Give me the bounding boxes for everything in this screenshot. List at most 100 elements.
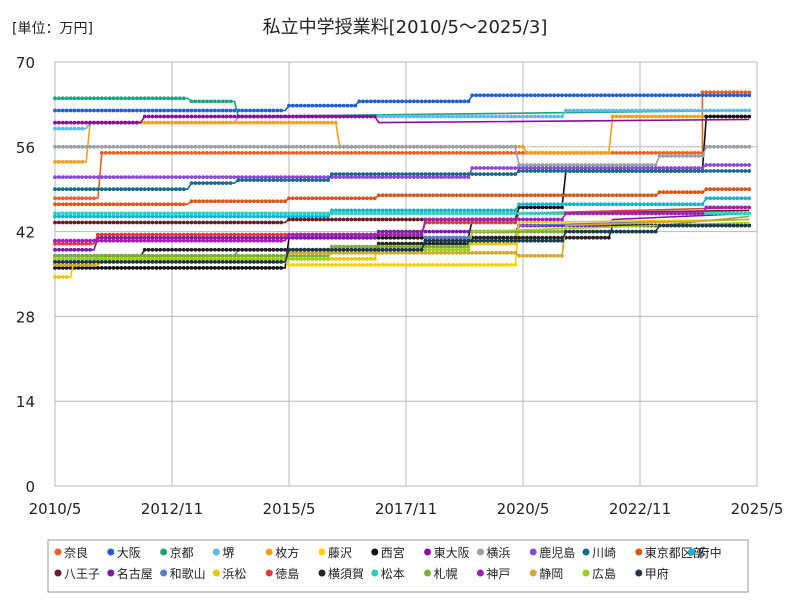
data-point xyxy=(372,211,377,216)
data-point xyxy=(408,250,412,255)
data-point xyxy=(564,151,568,155)
data-point xyxy=(548,229,553,234)
data-point xyxy=(392,263,397,267)
data-point xyxy=(123,120,128,125)
data-point xyxy=(267,114,272,119)
data-point xyxy=(259,108,264,113)
data-point xyxy=(68,160,73,164)
data-point xyxy=(396,193,401,198)
data-point xyxy=(419,99,424,104)
data-point xyxy=(372,232,377,237)
data-point xyxy=(747,211,752,216)
data-point xyxy=(177,253,182,258)
data-point xyxy=(107,220,112,225)
data-point xyxy=(96,238,100,243)
data-point xyxy=(88,175,92,180)
data-point xyxy=(99,235,104,240)
data-point xyxy=(743,90,748,95)
data-point xyxy=(521,193,525,198)
data-point xyxy=(205,181,210,186)
data-point xyxy=(115,260,120,264)
data-point xyxy=(376,244,381,249)
data-point xyxy=(341,211,346,216)
data-point xyxy=(349,244,354,249)
data-point xyxy=(439,172,443,177)
data-point xyxy=(369,235,373,240)
data-point xyxy=(462,175,467,180)
data-point xyxy=(216,144,221,149)
data-point xyxy=(599,202,603,207)
data-point xyxy=(411,241,416,246)
data-point xyxy=(556,163,560,167)
data-point xyxy=(665,93,670,98)
data-point xyxy=(255,238,260,243)
data-point xyxy=(88,214,92,219)
data-point xyxy=(138,220,143,225)
data-point xyxy=(287,247,291,252)
data-point xyxy=(197,151,202,155)
data-point xyxy=(630,211,635,216)
legend-item: 和歌山 xyxy=(160,566,206,581)
data-point xyxy=(747,90,752,95)
data-point xyxy=(634,114,638,119)
data-point xyxy=(400,114,404,119)
data-point xyxy=(704,205,709,210)
data-point xyxy=(704,90,709,95)
data-point xyxy=(610,163,615,167)
data-point xyxy=(517,151,521,155)
legend-item: 藤沢 xyxy=(318,546,352,560)
data-point xyxy=(692,151,697,155)
data-point xyxy=(622,151,627,155)
data-point xyxy=(458,235,463,240)
data-point xyxy=(435,238,440,243)
data-point xyxy=(587,151,592,155)
data-point xyxy=(645,108,650,113)
data-point xyxy=(302,114,307,119)
data-point xyxy=(248,235,252,240)
data-point xyxy=(388,193,393,198)
data-point xyxy=(333,103,338,108)
data-point xyxy=(501,93,506,98)
data-point xyxy=(158,235,163,240)
data-point xyxy=(228,232,233,237)
data-point xyxy=(388,229,393,234)
data-point xyxy=(107,96,112,101)
data-point xyxy=(501,166,506,170)
data-point xyxy=(369,244,373,249)
data-point xyxy=(696,211,701,216)
data-point xyxy=(657,166,662,170)
data-point xyxy=(489,193,494,198)
data-point xyxy=(287,144,291,149)
data-point xyxy=(115,266,120,270)
data-point xyxy=(314,235,319,240)
data-point xyxy=(244,253,249,258)
data-point xyxy=(72,253,77,258)
data-point xyxy=(349,151,354,155)
data-point xyxy=(291,250,295,255)
data-point xyxy=(536,193,541,198)
data-point xyxy=(53,247,57,252)
data-point xyxy=(193,214,198,219)
data-point xyxy=(88,144,92,149)
data-point xyxy=(99,253,104,258)
data-point xyxy=(411,172,416,177)
data-point xyxy=(735,114,740,119)
data-point xyxy=(53,202,57,207)
data-point xyxy=(209,175,213,180)
data-point xyxy=(174,238,178,243)
data-point xyxy=(53,120,57,125)
data-point xyxy=(306,235,311,240)
data-point xyxy=(415,211,420,216)
data-point xyxy=(80,108,85,113)
data-point xyxy=(493,208,498,213)
data-point xyxy=(322,263,326,267)
data-point xyxy=(330,120,334,125)
data-point xyxy=(408,232,412,237)
data-point xyxy=(314,175,319,180)
data-point xyxy=(540,217,545,222)
data-point xyxy=(700,108,705,113)
legend-item: 川崎 xyxy=(582,546,616,560)
data-point xyxy=(197,235,202,240)
data-point xyxy=(84,202,89,207)
data-point xyxy=(252,253,256,258)
